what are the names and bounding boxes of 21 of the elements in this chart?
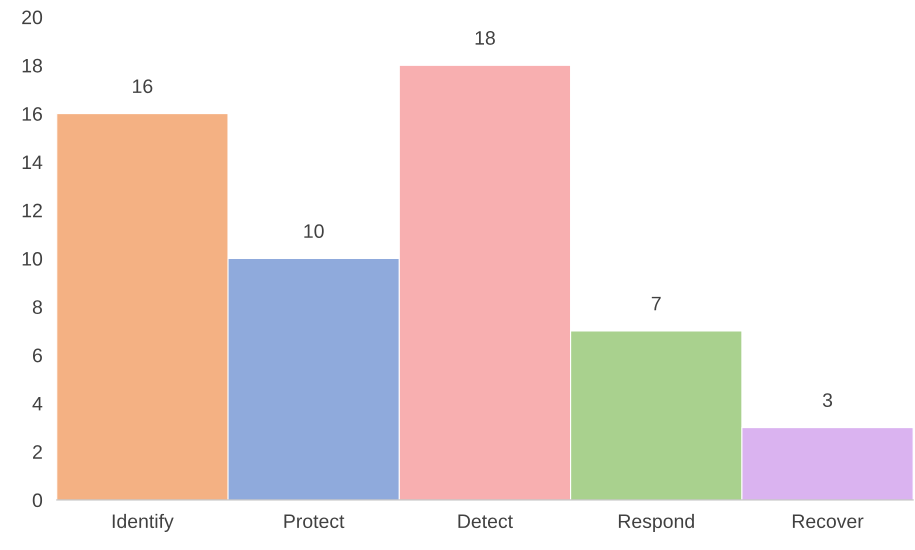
- y-tick-label: 10: [22, 252, 42, 266]
- data-label: 7: [652, 296, 661, 310]
- x-tick-label: Detect: [458, 514, 513, 528]
- x-tick-label: Protect: [284, 514, 344, 528]
- x-tick-label: Respond: [618, 514, 694, 532]
- x-tick-label: Recover: [792, 514, 864, 528]
- y-tick-label: 6: [33, 348, 42, 362]
- y-tick-label: 14: [22, 156, 42, 169]
- y-tick-label: 2: [33, 445, 42, 459]
- y-tick-label: 8: [32, 300, 42, 314]
- y-tick-label: 4: [32, 397, 42, 410]
- data-label: 16: [133, 79, 152, 94]
- data-label: 10: [304, 224, 324, 238]
- y-tick-label: 0: [32, 493, 42, 508]
- y-tick-label: 18: [22, 58, 42, 73]
- data-label: 3: [822, 393, 832, 408]
- y-tick-label: 16: [22, 107, 42, 121]
- y-tick-label: 12: [22, 204, 42, 218]
- x-tick-label: Identify: [112, 514, 174, 532]
- y-tick-label: 20: [22, 10, 42, 24]
- data-label: 18: [476, 31, 495, 45]
